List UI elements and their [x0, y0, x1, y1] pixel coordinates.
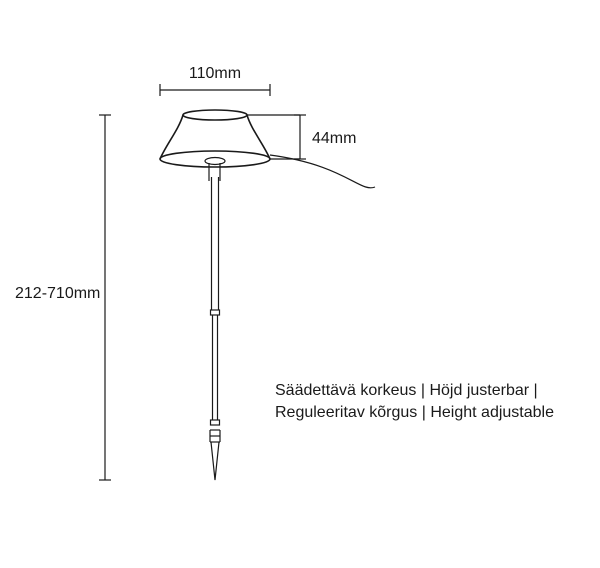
dim-total-height-label: 212-710mm	[15, 285, 100, 302]
dim-width-label: 110mm	[189, 65, 241, 82]
note-line-2: Reguleeritav kõrgus | Height adjustable	[275, 404, 554, 421]
dim-shade-height-label: 44mm	[312, 130, 356, 147]
note-line-1: Säädettävä korkeus | Höjd justerbar |	[275, 382, 538, 399]
